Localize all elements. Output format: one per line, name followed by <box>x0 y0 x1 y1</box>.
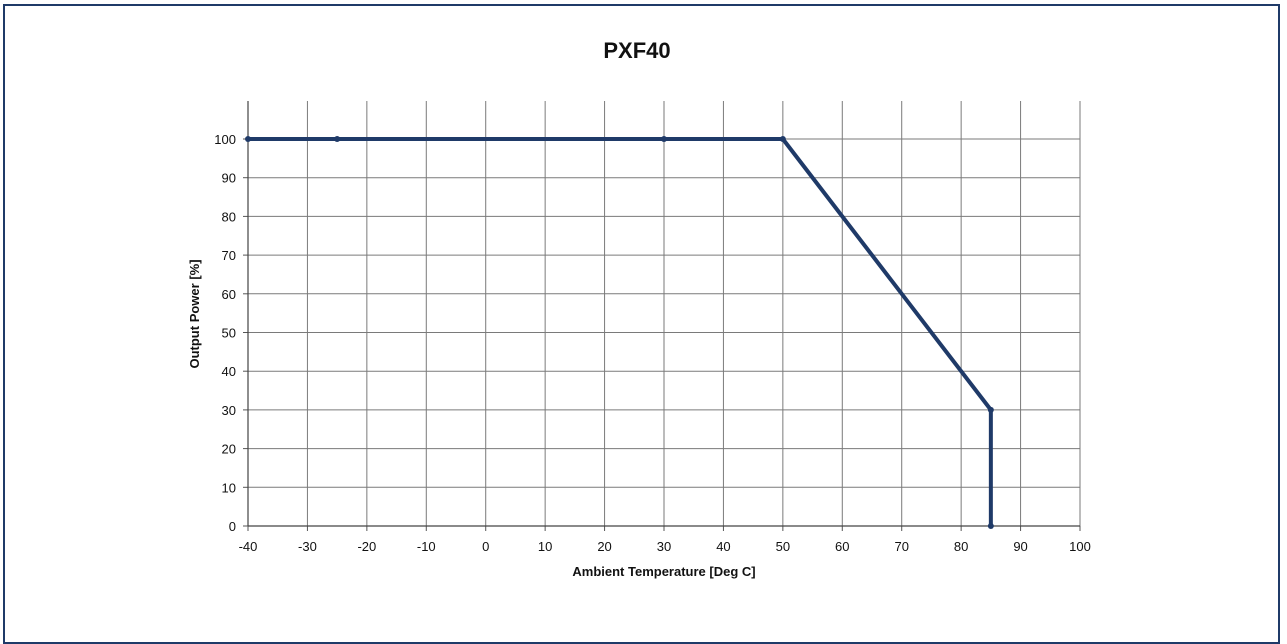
x-tick-label: -10 <box>417 539 436 554</box>
x-tick-label: 60 <box>835 539 849 554</box>
y-tick-labels: 0 10 20 30 40 50 60 70 80 90 100 <box>214 132 236 534</box>
data-point <box>987 406 994 413</box>
x-tick-label: -20 <box>357 539 376 554</box>
data-point <box>334 136 341 142</box>
x-tick-label: 10 <box>538 539 552 554</box>
x-tick-label: 70 <box>894 539 908 554</box>
x-tick-label: 20 <box>597 539 611 554</box>
y-tick-label: 30 <box>222 403 236 418</box>
y-tick-label: 60 <box>222 287 236 302</box>
grid <box>243 101 1081 531</box>
y-tick-label: 10 <box>222 480 236 495</box>
y-tick-label: 70 <box>222 248 236 263</box>
x-tick-label: 0 <box>482 539 489 554</box>
y-tick-label: 90 <box>222 171 236 186</box>
x-tick-label: 80 <box>954 539 968 554</box>
x-tick-label: -40 <box>239 539 258 554</box>
x-tick-label: 40 <box>716 539 730 554</box>
y-tick-label: 40 <box>222 364 236 379</box>
x-tick-label: 100 <box>1069 539 1091 554</box>
y-tick-label: 80 <box>222 209 236 224</box>
x-tick-label: 30 <box>657 539 671 554</box>
derating-chart: PXF40 -40 -30 -20 -10 0 10 20 30 40 50 60 70 80 90 100… <box>187 38 1091 579</box>
data-point <box>779 136 786 142</box>
y-tick-label: 20 <box>222 442 236 457</box>
series-line <box>248 137 993 526</box>
x-axis-label: Ambient Temperature [Deg C] <box>572 564 755 579</box>
y-tick-label: 50 <box>222 326 236 341</box>
y-axis-label: Output Power [%] <box>187 259 202 368</box>
data-point <box>987 523 994 529</box>
x-tick-label: 50 <box>776 539 790 554</box>
data-point <box>661 136 667 142</box>
x-tick-label: -30 <box>298 539 317 554</box>
x-tick-label: 90 <box>1013 539 1027 554</box>
y-tick-label: 0 <box>229 519 236 534</box>
series-group <box>245 136 994 529</box>
chart-title: PXF40 <box>603 38 670 63</box>
x-tick-labels: -40 -30 -20 -10 0 10 20 30 40 50 60 70 80 90 100 <box>239 539 1091 554</box>
data-point <box>245 136 251 142</box>
chart-frame <box>3 4 1280 644</box>
y-tick-label: 100 <box>214 132 236 147</box>
